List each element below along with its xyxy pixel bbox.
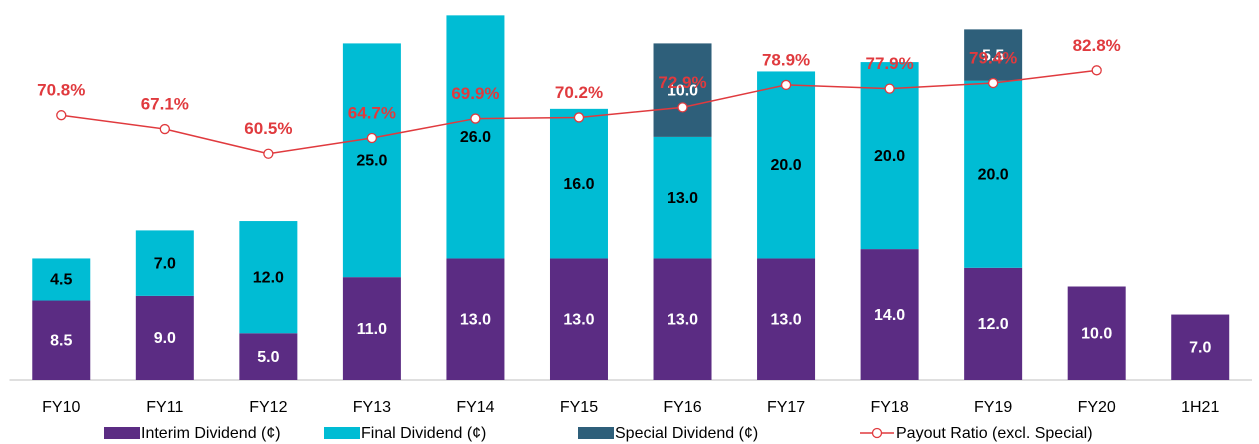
value-label: 8.5 <box>50 332 72 349</box>
bar-segment <box>239 333 298 380</box>
bar-segment <box>342 43 401 278</box>
value-label: 13.0 <box>667 311 698 328</box>
value-label: 12.0 <box>978 316 1009 333</box>
line-label: 64.7% <box>348 104 396 123</box>
line-label: 78.9% <box>762 50 810 69</box>
line-label: 79.4% <box>969 49 1017 68</box>
x-tick-label: FY19 <box>974 399 1012 416</box>
value-label: 20.0 <box>874 148 905 165</box>
bar-segment <box>653 136 712 259</box>
x-tick-label: FY13 <box>353 399 391 416</box>
bar-segment <box>549 258 608 380</box>
legend-label: Final Dividend (¢) <box>361 425 486 442</box>
x-tick-label: FY18 <box>870 399 908 416</box>
bar-segment <box>653 43 712 137</box>
bar-segment <box>1067 286 1126 380</box>
bar-segment <box>549 108 608 259</box>
value-label: 10.0 <box>667 82 698 99</box>
line-marker <box>573 112 585 123</box>
value-label: 7.0 <box>154 255 176 272</box>
line-marker <box>1091 65 1102 76</box>
x-tick-label: FY11 <box>146 399 183 416</box>
value-label: 16.0 <box>563 176 594 193</box>
line-marker <box>780 79 792 91</box>
bar-segment <box>860 249 919 380</box>
x-tick-label: 1H21 <box>1181 399 1219 416</box>
legend-swatch <box>324 427 360 439</box>
legend-label: Interim Dividend (¢) <box>141 425 281 442</box>
legend-label: Payout Ratio (excl. Special) <box>896 425 1093 442</box>
x-tick-label: FY17 <box>767 399 805 416</box>
bar-segment <box>135 295 194 380</box>
value-label: 5.5 <box>982 47 1004 64</box>
x-tick-label: FY14 <box>456 399 494 416</box>
line-label: 77.9% <box>866 54 914 73</box>
value-label: 7.0 <box>1189 339 1211 356</box>
value-label: 20.0 <box>978 167 1009 184</box>
line-marker <box>987 77 999 89</box>
bar-segment <box>757 71 816 259</box>
line-marker <box>159 123 170 135</box>
line-marker <box>470 113 481 124</box>
bar-segment <box>32 300 91 380</box>
bar-segment <box>964 29 1023 81</box>
line-label: 67.1% <box>141 95 189 114</box>
line-label: 70.2% <box>555 83 603 102</box>
line-marker <box>366 132 378 144</box>
x-tick-label: FY12 <box>249 399 287 416</box>
value-label: 10.0 <box>1081 325 1112 342</box>
value-label: 26.0 <box>460 129 491 146</box>
bar-segment <box>32 258 91 301</box>
bar-segment <box>446 15 505 259</box>
line-marker <box>56 110 67 121</box>
legend-swatch <box>104 427 140 439</box>
value-label: 4.5 <box>50 272 72 289</box>
bar-segment <box>757 258 816 380</box>
line-label: 72.9% <box>658 73 706 92</box>
value-label: 20.0 <box>770 157 801 174</box>
x-tick-label: FY15 <box>560 399 598 416</box>
value-label: 13.0 <box>563 311 594 328</box>
bar-segment <box>239 221 298 334</box>
bar-segment <box>964 80 1023 268</box>
legend-swatch <box>578 427 614 439</box>
bar-segment <box>446 258 505 380</box>
x-tick-label: FY20 <box>1078 399 1116 416</box>
line-label: 60.5% <box>244 119 292 138</box>
line-label: 69.9% <box>451 84 499 103</box>
x-tick-label: FY16 <box>663 399 701 416</box>
bar-segment <box>964 267 1023 380</box>
value-label: 13.0 <box>770 311 801 328</box>
legend-marker <box>871 427 883 439</box>
legend-label: Special Dividend (¢) <box>615 425 758 442</box>
value-label: 14.0 <box>874 307 905 324</box>
value-label: 25.0 <box>356 152 387 169</box>
value-label: 13.0 <box>460 311 491 328</box>
bar-segment <box>1171 314 1230 380</box>
value-label: 13.0 <box>667 190 698 207</box>
value-label: 12.0 <box>253 269 284 286</box>
value-label: 9.0 <box>154 330 176 347</box>
line-label: 82.8% <box>1073 36 1121 55</box>
line-marker <box>677 102 688 113</box>
value-label: 11.0 <box>357 321 387 338</box>
bar-segment <box>135 230 194 296</box>
line-marker <box>884 83 895 94</box>
bar-segment <box>342 277 401 380</box>
line-label: 70.8% <box>37 81 85 100</box>
line-marker <box>263 148 274 159</box>
x-tick-label: FY10 <box>42 399 80 416</box>
bar-segment <box>653 258 712 380</box>
value-label: 5.0 <box>257 349 279 366</box>
